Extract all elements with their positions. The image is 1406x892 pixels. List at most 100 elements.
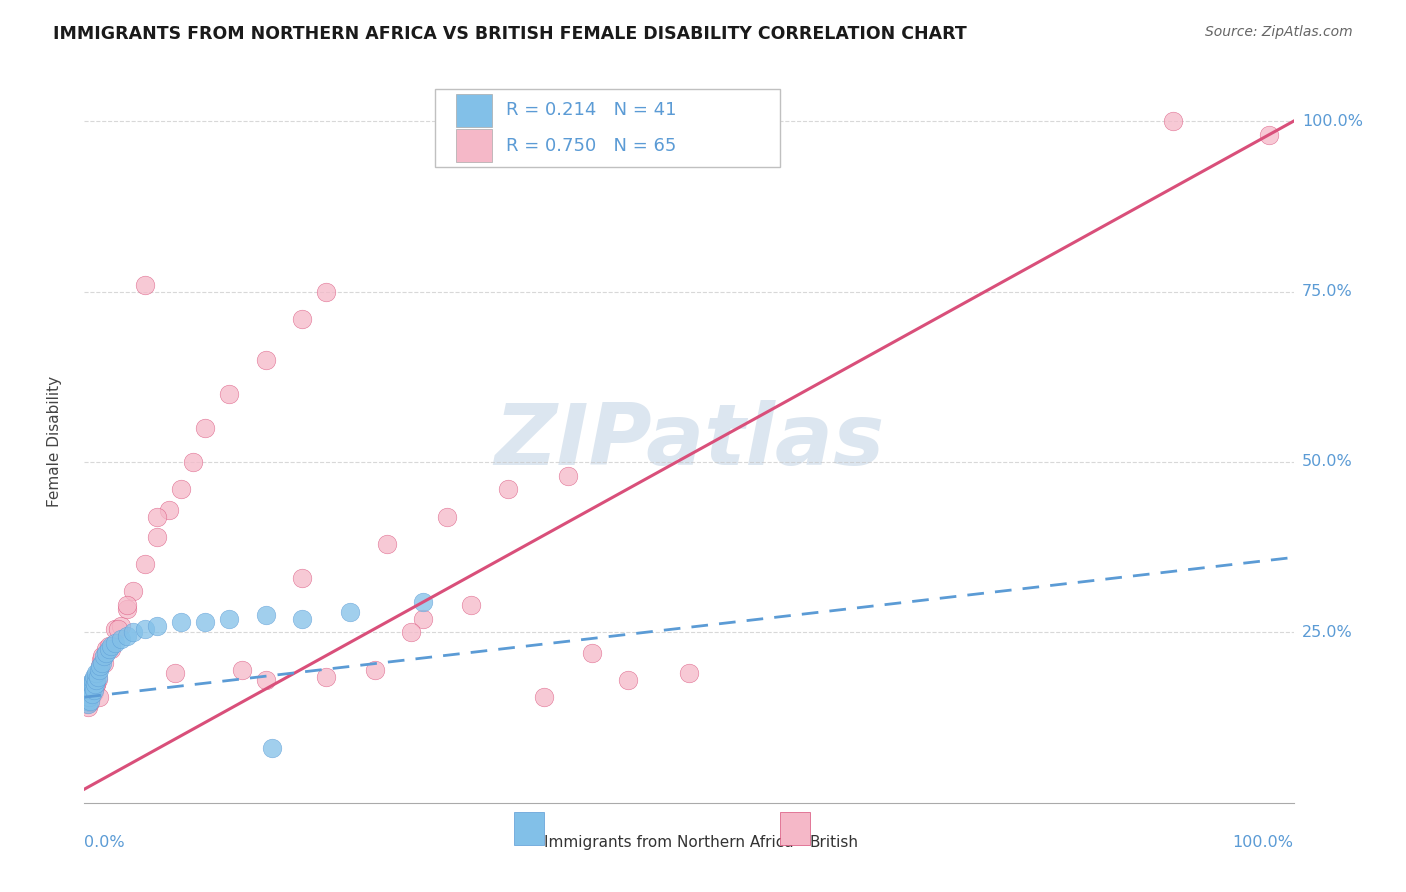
Point [75, 690, 97, 705]
Point [77, 697, 100, 711]
Point [86, 673, 108, 687]
Point [146, 509, 169, 524]
Point [496, 482, 519, 496]
Point [93, 656, 115, 670]
Point [76, 693, 98, 707]
Point [218, 387, 240, 401]
Point [121, 584, 143, 599]
Point [87, 690, 110, 705]
Bar [456, 129, 492, 162]
Point [115, 629, 138, 643]
Point [90, 653, 112, 667]
Point [89, 659, 111, 673]
Point [94, 642, 117, 657]
Point [79, 685, 101, 699]
Point [254, 608, 277, 623]
Point [581, 646, 603, 660]
Point [75, 687, 97, 701]
Point [86, 672, 108, 686]
Point [84, 676, 107, 690]
Point [80, 679, 103, 693]
Point [557, 468, 579, 483]
Point [83, 685, 105, 699]
Point [80, 676, 103, 690]
Text: R = 0.750   N = 65: R = 0.750 N = 65 [506, 136, 676, 154]
Point [75, 687, 97, 701]
Point [110, 632, 132, 647]
Point [100, 642, 122, 657]
Point [436, 509, 458, 524]
Text: 25.0%: 25.0% [1302, 625, 1353, 640]
Point [97, 639, 120, 653]
Text: Female Disability: Female Disability [46, 376, 62, 508]
Point [291, 612, 314, 626]
Point [146, 530, 169, 544]
Point [533, 690, 555, 705]
Point [115, 601, 138, 615]
Text: 0.0%: 0.0% [84, 835, 125, 850]
Point [170, 482, 193, 496]
Point [678, 666, 700, 681]
Point [399, 625, 422, 640]
Point [412, 612, 434, 626]
Text: R = 0.214   N = 41: R = 0.214 N = 41 [506, 102, 676, 120]
Point [339, 605, 361, 619]
Point [76, 683, 98, 698]
Point [110, 618, 132, 632]
Point [134, 622, 156, 636]
Text: Source: ZipAtlas.com: Source: ZipAtlas.com [1205, 25, 1353, 39]
Point [134, 558, 156, 572]
Point [77, 690, 100, 705]
Point [260, 741, 283, 756]
Point [86, 676, 108, 690]
Point [89, 659, 111, 673]
Point [79, 683, 101, 698]
Point [77, 683, 100, 698]
Point [97, 642, 120, 657]
Point [460, 598, 482, 612]
Point [79, 693, 101, 707]
Point [93, 649, 115, 664]
Point [77, 680, 100, 694]
Point [79, 695, 101, 709]
Point [86, 676, 108, 690]
Text: ZIPatlas: ZIPatlas [494, 400, 884, 483]
Point [77, 680, 100, 694]
Point [100, 639, 122, 653]
Bar [780, 813, 810, 845]
Point [86, 670, 108, 684]
Point [121, 625, 143, 640]
Bar [456, 94, 492, 127]
Point [104, 622, 127, 636]
Point [194, 421, 217, 435]
Text: British: British [810, 835, 859, 850]
Point [75, 693, 97, 707]
Point [94, 646, 117, 660]
Point [315, 670, 337, 684]
Point [80, 688, 103, 702]
Point [1161, 114, 1184, 128]
Point [254, 352, 277, 367]
Point [83, 683, 105, 698]
Point [80, 687, 103, 701]
Text: 75.0%: 75.0% [1302, 284, 1353, 299]
Point [83, 670, 105, 684]
Point [181, 455, 204, 469]
Point [165, 666, 187, 681]
Text: IMMIGRANTS FROM NORTHERN AFRICA VS BRITISH FEMALE DISABILITY CORRELATION CHART: IMMIGRANTS FROM NORTHERN AFRICA VS BRITI… [53, 25, 967, 43]
Point [82, 674, 104, 689]
Point [84, 680, 107, 694]
Text: 50.0%: 50.0% [1302, 455, 1353, 469]
Text: Immigrants from Northern Africa: Immigrants from Northern Africa [544, 835, 793, 850]
Point [91, 649, 114, 664]
Point [170, 615, 193, 630]
Point [77, 690, 100, 705]
FancyBboxPatch shape [434, 89, 780, 167]
Point [146, 618, 169, 632]
Point [218, 612, 240, 626]
Point [157, 502, 180, 516]
Point [87, 663, 110, 677]
Point [291, 311, 314, 326]
Point [375, 537, 398, 551]
Point [363, 663, 385, 677]
